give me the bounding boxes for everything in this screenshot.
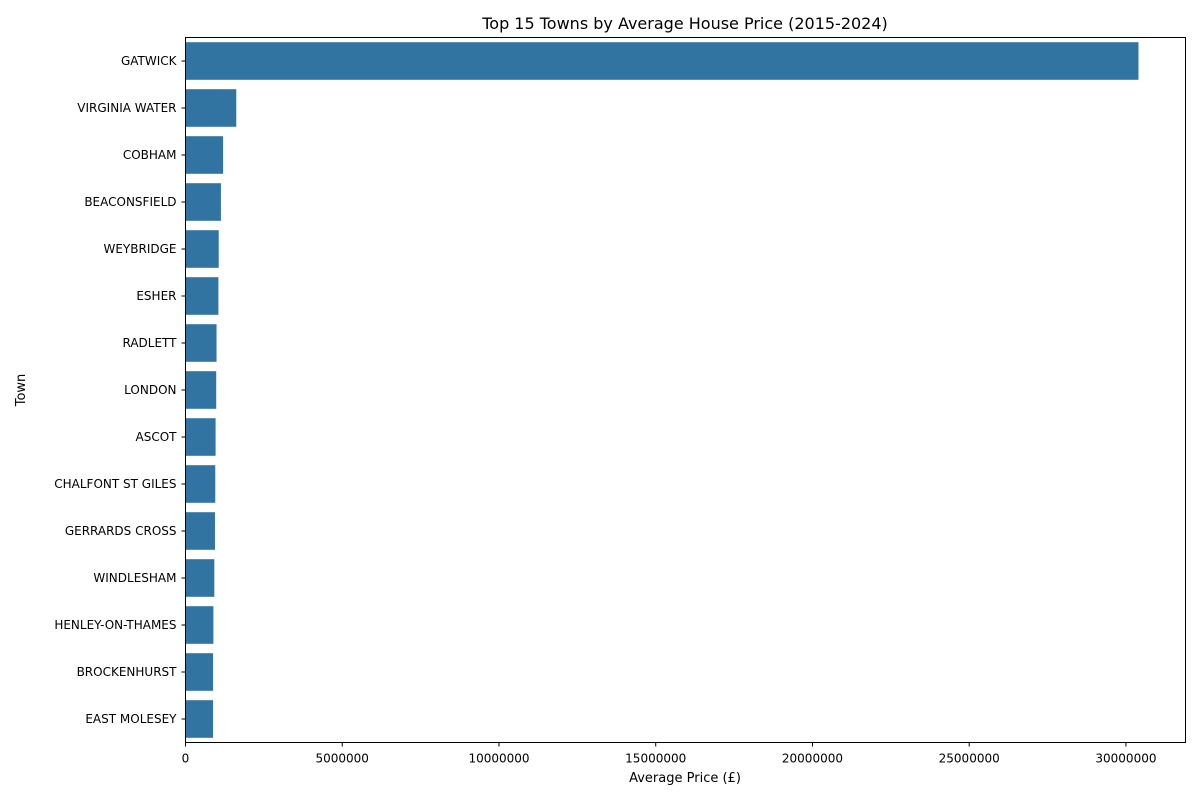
y-axis-title: Town (14, 374, 29, 408)
bar-cobham (185, 136, 224, 174)
y-axis-ticks: GATWICK VIRGINIA WATER COBHAM BEACONSFIELD W… (54, 54, 186, 726)
y-tick-label: COBHAM (123, 148, 177, 162)
bar-london (185, 371, 217, 409)
x-axis-ticks: 0 5000000 10000000 15000000 20000000 25000000… (182, 742, 1156, 766)
plot-frame (185, 37, 1186, 743)
x-axis-title: Average Price (£) (629, 771, 741, 786)
bar-gerrards-cross (185, 512, 215, 550)
bar-gatwick (185, 42, 1139, 80)
bar-esher (185, 277, 219, 315)
bar-ascot (185, 418, 216, 456)
y-tick-label: EAST MOLESEY (85, 712, 177, 726)
x-tick-label: 20000000 (782, 752, 843, 766)
bar-chalfont-st-giles (185, 465, 216, 503)
bar-windlesham (185, 559, 215, 597)
y-tick-label: VIRGINIA WATER (77, 101, 176, 115)
bar-beaconsfield (185, 183, 221, 221)
x-tick-label: 30000000 (1095, 752, 1156, 766)
y-tick-label: WINDLESHAM (93, 571, 176, 585)
bar-brockenhurst (185, 653, 214, 691)
y-tick-label: ASCOT (136, 430, 178, 444)
x-tick-label: 15000000 (625, 752, 686, 766)
chart-title: Top 15 Towns by Average House Price (201… (481, 14, 888, 33)
y-tick-label: GERRARDS CROSS (65, 524, 177, 538)
y-tick-label: BROCKENHURST (77, 665, 178, 679)
y-tick-label: ESHER (136, 289, 176, 303)
y-tick-label: CHALFONT ST GILES (54, 477, 176, 491)
x-tick-label: 10000000 (468, 752, 529, 766)
bar-henley-on-thames (185, 606, 214, 644)
bar-weybridge (185, 230, 219, 268)
y-tick-label: BEACONSFIELD (84, 195, 176, 209)
y-tick-label: WEYBRIDGE (103, 242, 176, 256)
bar-radlett (185, 324, 217, 362)
bar-east-molesey (185, 700, 214, 738)
y-tick-label: HENLEY-ON-THAMES (54, 618, 176, 632)
x-tick-label: 0 (182, 752, 190, 766)
x-tick-label: 5000000 (316, 752, 369, 766)
bar-virginia-water (185, 89, 237, 127)
x-tick-label: 25000000 (939, 752, 1000, 766)
y-tick-label: LONDON (124, 383, 176, 397)
y-tick-label: RADLETT (122, 336, 177, 350)
bars-layer (185, 42, 1139, 738)
y-tick-label: GATWICK (121, 54, 178, 68)
axes-layer (185, 37, 1186, 743)
